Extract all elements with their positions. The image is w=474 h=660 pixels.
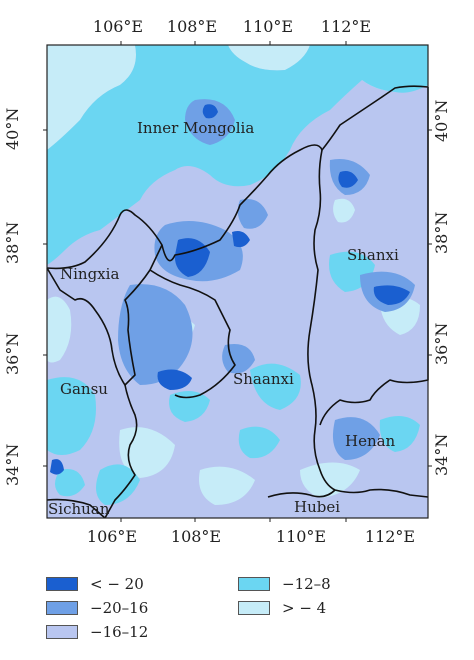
region-label-shanxi: Shanxi xyxy=(347,246,399,264)
zone-neg20-16 xyxy=(118,99,415,460)
lat-label-left: 34°N xyxy=(3,443,22,486)
legend: < − 20 −20–16 −16–12 −12–8 > − 4 xyxy=(0,570,474,660)
boundary-shaanxi-north xyxy=(149,269,236,399)
region-label-henan: Henan xyxy=(345,432,396,450)
lat-label-left: 38°N xyxy=(3,221,22,264)
lon-label-top: 108°E xyxy=(166,17,218,36)
legend-item: −12–8 xyxy=(238,575,331,593)
boundary-sichuan xyxy=(46,498,106,519)
legend-item: −20–16 xyxy=(46,599,149,617)
zone-neg12-8 xyxy=(47,45,428,505)
lon-label-bottom: 112°E xyxy=(364,527,416,546)
legend-item: < − 20 xyxy=(46,575,144,593)
province-boundaries xyxy=(46,85,429,519)
legend-swatch xyxy=(238,601,270,615)
legend-item: −16–12 xyxy=(46,623,149,641)
region-label-sichuan: Sichuan xyxy=(48,500,110,518)
lon-label-top: 110°E xyxy=(242,17,294,36)
lon-label-top: 106°E xyxy=(92,17,144,36)
boundary-shanxi-east xyxy=(319,87,429,426)
lon-label-bottom: 108°E xyxy=(170,527,222,546)
lon-label-bottom: 106°E xyxy=(86,527,138,546)
frame-ticks xyxy=(43,41,432,522)
legend-swatch xyxy=(46,577,78,591)
lat-label-right: 38°N xyxy=(432,211,451,254)
legend-label: −16–12 xyxy=(90,623,149,641)
map-frame xyxy=(46,44,429,519)
boundary-henan-south xyxy=(334,488,429,498)
lat-label-right: 40°N xyxy=(432,99,451,142)
legend-swatch xyxy=(46,625,78,639)
legend-label: < − 20 xyxy=(90,575,144,593)
legend-swatch xyxy=(46,601,78,615)
legend-swatch xyxy=(238,577,270,591)
region-label-inner-mongolia: Inner Mongolia xyxy=(137,119,255,137)
boundary-hubei xyxy=(267,489,336,498)
region-label-shaanxi: Shaanxi xyxy=(233,370,294,388)
lat-label-right: 34°N xyxy=(432,433,451,476)
legend-label: −12–8 xyxy=(282,575,331,593)
legend-label: −20–16 xyxy=(90,599,149,617)
boundary-shanxi-shaanxi xyxy=(307,149,336,491)
lon-label-top: 112°E xyxy=(320,17,372,36)
lat-label-left: 36°N xyxy=(3,332,22,375)
boundary-shaanxi-west xyxy=(104,384,138,519)
lat-label-left: 40°N xyxy=(3,107,22,150)
region-label-hubei: Hubei xyxy=(294,498,341,516)
legend-label: > − 4 xyxy=(282,599,327,617)
lon-label-bottom: 110°E xyxy=(275,527,327,546)
lat-label-right: 36°N xyxy=(432,322,451,365)
region-label-gansu: Gansu xyxy=(60,380,108,398)
region-label-ningxia: Ningxia xyxy=(60,265,120,283)
legend-item: > − 4 xyxy=(238,599,327,617)
boundary-inner-mongolia xyxy=(46,85,429,270)
